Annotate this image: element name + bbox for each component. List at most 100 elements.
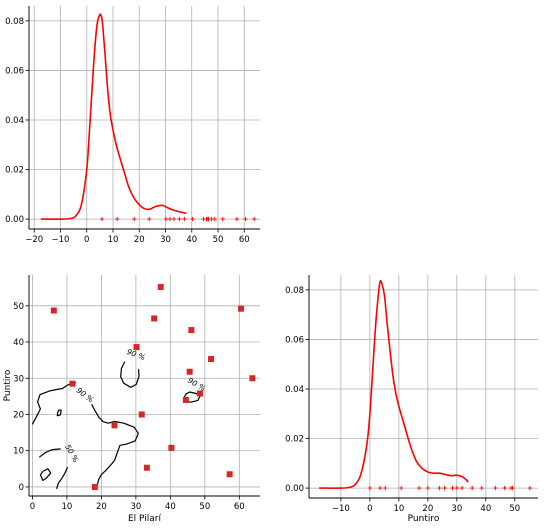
- scatter-point: [111, 422, 118, 429]
- rug-marker: [177, 216, 182, 222]
- scatter-point: [69, 380, 76, 387]
- x-tick-label: 0: [84, 235, 89, 245]
- scatter-point: [138, 411, 145, 418]
- contour-label: 50 %: [63, 443, 80, 464]
- top-left-kde-panel: −20 −10 0 10 20 30 40 50 60 0.00 0.02 0.04 0.06 0.08: [5, 6, 260, 245]
- scatter-point: [133, 344, 140, 351]
- rug-marker: [493, 485, 498, 491]
- y-axis-label: Puntiro: [3, 369, 13, 401]
- rug-marker: [367, 485, 373, 491]
- density-contour: [120, 361, 140, 388]
- rug-marker: [147, 216, 152, 222]
- x-tick-label: 30: [451, 504, 462, 514]
- rug-marker: [220, 216, 225, 222]
- rug-marker: [527, 485, 533, 491]
- rug-marker: [182, 216, 187, 222]
- scatter-point: [249, 375, 256, 382]
- x-tick-label: 60: [234, 502, 245, 512]
- rug-marker: [510, 485, 515, 491]
- scatter-point: [50, 307, 57, 314]
- density-contour: [38, 448, 61, 458]
- x-axis-label: Puntiro: [408, 514, 440, 524]
- rug-marker: [377, 485, 383, 491]
- x-tick-label: 50: [213, 235, 224, 245]
- rug-marker: [450, 485, 455, 491]
- scatter-point: [143, 464, 150, 471]
- x-tick-label: 30: [130, 502, 141, 512]
- rug-marker: [479, 485, 484, 491]
- x-tick-label: 0: [30, 502, 35, 512]
- rug-marker: [437, 485, 442, 491]
- rug-marker: [190, 216, 195, 222]
- x-tick-label: 0: [367, 504, 372, 514]
- y-tick-label: 0.04: [285, 385, 304, 395]
- y-tick-label: 30: [13, 374, 24, 384]
- y-tick-label: 0.08: [285, 286, 304, 296]
- y-tick-label: 0.06: [285, 335, 304, 345]
- x-tick-label: −10: [332, 504, 350, 514]
- y-tick-label: 0.00: [5, 215, 24, 225]
- x-tick-label: 40: [480, 504, 491, 514]
- density-contour: [39, 468, 52, 481]
- rug-marker: [416, 485, 422, 491]
- rug-marker: [171, 216, 177, 222]
- y-tick-label: 50: [13, 302, 24, 312]
- y-tick-label: 0.08: [5, 17, 24, 27]
- x-axis-label: El Pilarí: [128, 514, 161, 524]
- scatter-point: [226, 471, 233, 478]
- density-contour: [56, 466, 69, 489]
- rug-marker: [502, 485, 507, 491]
- x-tick-label: −20: [25, 235, 43, 245]
- x-tick-label: 60: [239, 235, 250, 245]
- density-contour: [91, 404, 139, 486]
- x-tick-label: 10: [62, 502, 73, 512]
- scatter-point: [168, 444, 175, 451]
- scatter-point: [157, 283, 164, 290]
- scatter-point: [91, 483, 98, 490]
- rug-marker: [115, 216, 120, 222]
- rug-marker: [99, 216, 105, 222]
- y-tick-label: 0.02: [285, 435, 304, 445]
- contour-label: 90 %: [75, 386, 96, 405]
- y-tick-label: 0: [19, 483, 24, 493]
- scatter-point: [208, 356, 215, 363]
- scatter-point: [186, 368, 193, 375]
- x-tick-label: 20: [422, 504, 433, 514]
- x-tick-label: 30: [160, 235, 171, 245]
- density-contour: [31, 382, 76, 425]
- rug-marker: [398, 485, 404, 491]
- scatter-point: [182, 396, 189, 403]
- rug-marker: [234, 216, 240, 222]
- x-tick-label: 10: [393, 504, 404, 514]
- y-tick-label: 0.06: [5, 66, 24, 76]
- x-tick-label: 50: [199, 502, 210, 512]
- y-tick-label: 40: [13, 338, 24, 348]
- rug-marker: [163, 216, 169, 222]
- scatter-point: [197, 390, 204, 397]
- rug-marker: [212, 216, 217, 222]
- rug-marker: [459, 485, 465, 491]
- rug-marker: [442, 485, 447, 491]
- y-tick-label: 0.00: [285, 484, 304, 494]
- y-tick-label: 0.04: [5, 116, 24, 126]
- rug-marker: [252, 216, 257, 222]
- x-tick-label: 20: [96, 502, 107, 512]
- y-tick-label: 20: [13, 410, 24, 420]
- y-tick-label: 0.02: [5, 166, 24, 176]
- x-tick-label: 50: [509, 504, 520, 514]
- density-curve: [319, 279, 469, 489]
- rug-marker: [132, 216, 137, 222]
- rug-marker: [425, 485, 431, 491]
- x-tick-label: 20: [134, 235, 145, 245]
- y-tick-label: 10: [13, 447, 24, 457]
- scatter-point: [188, 327, 195, 334]
- x-tick-label: −10: [52, 235, 70, 245]
- rug-marker: [454, 485, 460, 491]
- scatter-point: [238, 305, 245, 312]
- scatter-point: [151, 315, 158, 322]
- rug-marker: [383, 485, 388, 491]
- density-curve: [40, 13, 187, 220]
- rug-marker: [469, 485, 475, 491]
- rug-marker: [167, 216, 173, 222]
